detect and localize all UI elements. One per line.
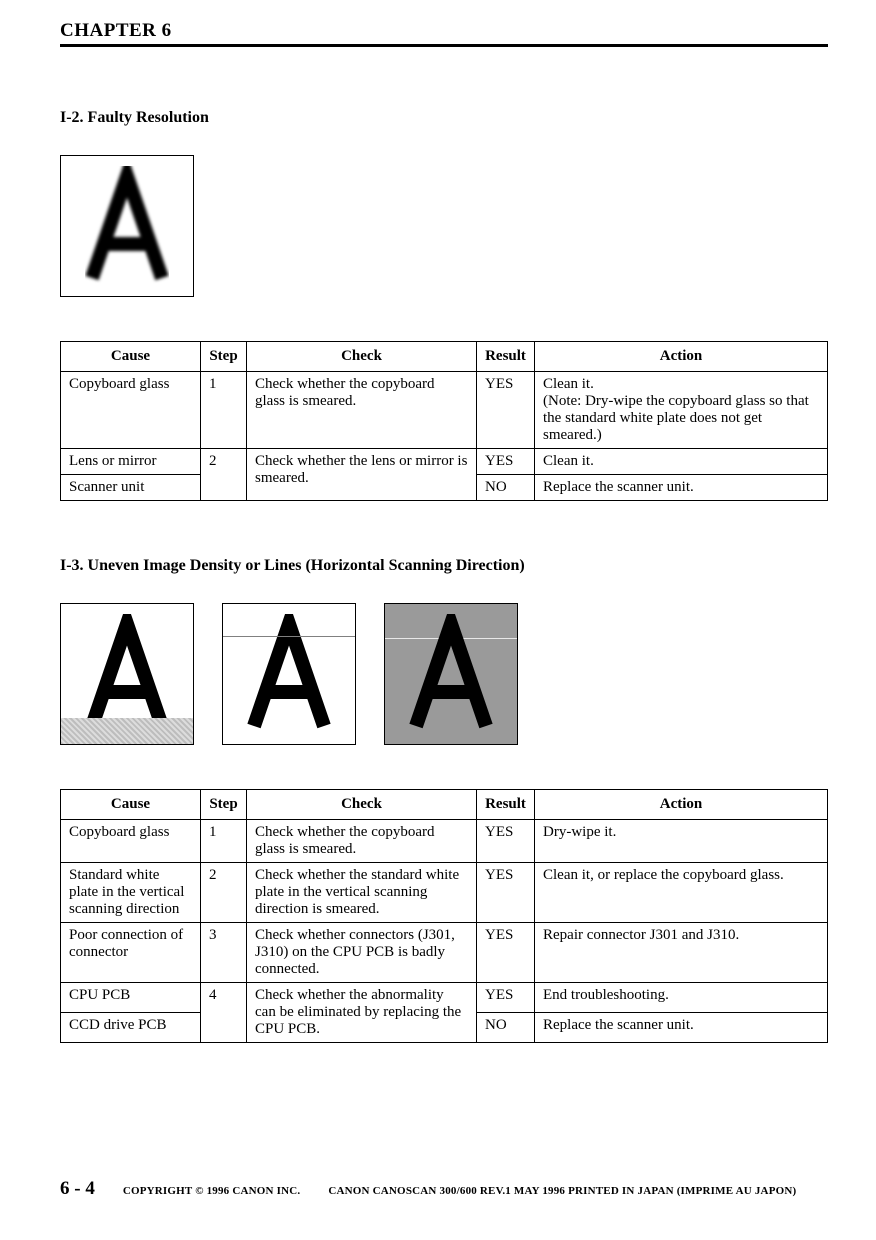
cell-cause: Poor connection of connector bbox=[61, 923, 201, 983]
page-footer: 6 - 4 COPYRIGHT © 1996 CANON INC. CANON … bbox=[60, 1178, 828, 1200]
table-header-row: Cause Step Check Result Action bbox=[61, 790, 828, 820]
cell-result: NO bbox=[477, 475, 535, 501]
cell-check: Check whether the copyboard glass is sme… bbox=[247, 372, 477, 449]
table-row: Lens or mirror 2 Check whether the lens … bbox=[61, 449, 828, 475]
cell-step: 3 bbox=[201, 923, 247, 983]
cell-check: Check whether the copyboard glass is sme… bbox=[247, 820, 477, 863]
cell-check: Check whether the standard white plate i… bbox=[247, 863, 477, 923]
cell-check: Check whether connectors (J301, J310) on… bbox=[247, 923, 477, 983]
letter-a-icon bbox=[396, 614, 506, 734]
example-box-bottom-smear bbox=[60, 603, 194, 745]
cell-action: Clean it, or replace the copyboard glass… bbox=[535, 863, 828, 923]
cell-check: Check whether the lens or mirror is smea… bbox=[247, 449, 477, 501]
example-box-blurry-a bbox=[60, 155, 194, 297]
col-header-result: Result bbox=[477, 790, 535, 820]
cell-action: End troubleshooting. bbox=[535, 983, 828, 1013]
section-i3-table: Cause Step Check Result Action Copyboard… bbox=[60, 789, 828, 1043]
section-i3-examples bbox=[60, 603, 828, 745]
cell-cause: Copyboard glass bbox=[61, 372, 201, 449]
cell-action: Clean it. bbox=[535, 449, 828, 475]
col-header-action: Action bbox=[535, 790, 828, 820]
cell-cause: Lens or mirror bbox=[61, 449, 201, 475]
col-header-cause: Cause bbox=[61, 790, 201, 820]
section-i3-title: I-3. Uneven Image Density or Lines (Hori… bbox=[60, 557, 828, 575]
page: CHAPTER 6 I-2. Faulty Resolution Cause S… bbox=[0, 0, 876, 1240]
section-i2-examples bbox=[60, 155, 828, 297]
section-i2-title: I-2. Faulty Resolution bbox=[60, 109, 828, 127]
cell-step: 4 bbox=[201, 983, 247, 1043]
example-box-gray-bg bbox=[384, 603, 518, 745]
cell-action: Replace the scanner unit. bbox=[535, 1013, 828, 1043]
cell-step: 2 bbox=[201, 449, 247, 501]
cell-action: Clean it. (Note: Dry-wipe the copyboard … bbox=[535, 372, 828, 449]
col-header-step: Step bbox=[201, 790, 247, 820]
copyright-text: COPYRIGHT © 1996 CANON INC. bbox=[123, 1185, 301, 1197]
col-header-step: Step bbox=[201, 342, 247, 372]
letter-a-blurry-icon bbox=[72, 166, 182, 286]
table-row: CPU PCB 4 Check whether the abnormality … bbox=[61, 983, 828, 1013]
print-line: CANON CANOSCAN 300/600 REV.1 MAY 1996 PR… bbox=[328, 1185, 796, 1197]
cell-cause: Standard white plate in the vertical sca… bbox=[61, 863, 201, 923]
col-header-action: Action bbox=[535, 342, 828, 372]
cell-check: Check whether the abnormality can be eli… bbox=[247, 983, 477, 1043]
table-header-row: Cause Step Check Result Action bbox=[61, 342, 828, 372]
col-header-check: Check bbox=[247, 342, 477, 372]
table-row: Copyboard glass 1 Check whether the copy… bbox=[61, 372, 828, 449]
page-number: 6 - 4 bbox=[60, 1178, 95, 1200]
cell-action: Repair connector J301 and J310. bbox=[535, 923, 828, 983]
cell-cause: Copyboard glass bbox=[61, 820, 201, 863]
cell-action: Replace the scanner unit. bbox=[535, 475, 828, 501]
cell-action: Dry-wipe it. bbox=[535, 820, 828, 863]
col-header-check: Check bbox=[247, 790, 477, 820]
cell-result: YES bbox=[477, 923, 535, 983]
section-i2-table: Cause Step Check Result Action Copyboard… bbox=[60, 341, 828, 501]
letter-a-icon bbox=[72, 614, 182, 734]
table-row: Standard white plate in the vertical sca… bbox=[61, 863, 828, 923]
cell-step: 2 bbox=[201, 863, 247, 923]
cell-result: NO bbox=[477, 1013, 535, 1043]
col-header-cause: Cause bbox=[61, 342, 201, 372]
chapter-header: CHAPTER 6 bbox=[60, 20, 828, 47]
cell-result: YES bbox=[477, 820, 535, 863]
bottom-smear-overlay bbox=[61, 718, 193, 744]
example-box-h-line bbox=[222, 603, 356, 745]
cell-result: YES bbox=[477, 863, 535, 923]
cell-result: YES bbox=[477, 983, 535, 1013]
cell-cause: CCD drive PCB bbox=[61, 1013, 201, 1043]
cell-cause: CPU PCB bbox=[61, 983, 201, 1013]
cell-result: YES bbox=[477, 449, 535, 475]
table-row: Poor connection of connector 3 Check whe… bbox=[61, 923, 828, 983]
horizontal-line-defect bbox=[223, 636, 355, 637]
cell-step: 1 bbox=[201, 820, 247, 863]
table-row: Copyboard glass 1 Check whether the copy… bbox=[61, 820, 828, 863]
col-header-result: Result bbox=[477, 342, 535, 372]
cell-cause: Scanner unit bbox=[61, 475, 201, 501]
letter-a-icon bbox=[234, 614, 344, 734]
cell-result: YES bbox=[477, 372, 535, 449]
cell-step: 1 bbox=[201, 372, 247, 449]
